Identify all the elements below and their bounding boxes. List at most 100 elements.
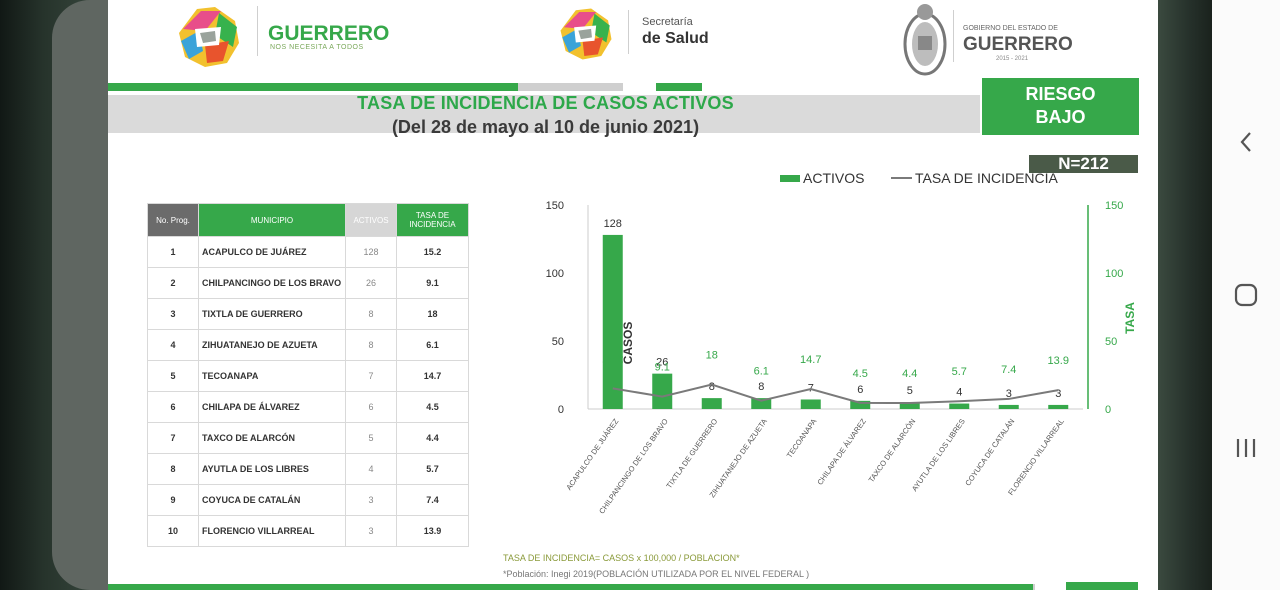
- bottom-green-block: [1066, 582, 1138, 590]
- y2-tick-label: 100: [1105, 268, 1123, 280]
- cell-no: 7: [147, 422, 199, 454]
- cell-no: 8: [147, 453, 199, 485]
- bar-value-label: 128: [604, 218, 622, 230]
- cell-municipio: TIXTLA DE GUERRERO: [198, 298, 346, 330]
- tasa-value-label: 18: [706, 350, 718, 362]
- tasa-value-label: 7.4: [1001, 364, 1016, 376]
- cell-activos: 8: [345, 298, 397, 330]
- logo-divider: [257, 6, 258, 56]
- risk-line1: RIESGO: [1025, 84, 1096, 104]
- cell-activos: 26: [345, 267, 397, 299]
- cell-tasa: 15.2: [396, 236, 469, 268]
- cell-municipio: CHILAPA DE ÁLVAREZ: [198, 391, 346, 423]
- table-row: 1 ACAPULCO DE JUÁREZ 128 15.2: [147, 236, 469, 268]
- y-axis-title: CASOS: [621, 322, 635, 365]
- bottom-grey-stripe: [1033, 584, 1035, 590]
- back-button[interactable]: [1226, 122, 1266, 162]
- cell-municipio: FLORENCIO VILLARREAL: [198, 515, 346, 547]
- cell-activos: 6: [345, 391, 397, 423]
- x-category-label: COYUCA DE CATALÁN: [963, 417, 1016, 487]
- cell-municipio: CHILPANCINGO DE LOS BRAVO: [198, 267, 346, 299]
- cell-no: 4: [147, 329, 199, 361]
- bar-activos: [949, 403, 970, 409]
- bar-value-label: 4: [956, 387, 962, 399]
- phone-bezel-right: [1158, 0, 1212, 590]
- tasa-value-label: 13.9: [1048, 355, 1069, 367]
- y-tick-label: 0: [558, 404, 564, 416]
- tasa-value-label: 4.4: [902, 368, 917, 380]
- tasa-value-label: 15.2: [602, 353, 623, 365]
- cell-activos: 8: [345, 329, 397, 361]
- cell-tasa: 7.4: [396, 484, 469, 516]
- bar-value-label: 8: [758, 381, 764, 393]
- chevron-left-icon: [1240, 132, 1251, 152]
- grey-stripe: [518, 83, 623, 91]
- table-row: 5 TECOANAPA 7 14.7: [147, 360, 469, 392]
- x-category-label: CHILAPA DE ÁLVAREZ: [815, 417, 868, 487]
- home-button[interactable]: [1226, 275, 1266, 315]
- recents-button[interactable]: [1226, 428, 1266, 468]
- y2-tick-label: 150: [1105, 200, 1123, 212]
- cell-municipio: TECOANAPA: [198, 360, 346, 392]
- tasa-value-label: 4.5: [853, 368, 868, 380]
- tasa-line: [612, 383, 1059, 405]
- cell-tasa: 4.4: [396, 422, 469, 454]
- population-note: *Población: Inegi 2019(POBLACIÓN UTILIZA…: [503, 569, 810, 579]
- y2-axis-title: TASA: [1123, 302, 1137, 334]
- header-municipio: MUNICIPIO: [198, 203, 346, 237]
- bar-activos: [899, 402, 920, 409]
- state-logo-line1: GOBIERNO DEL ESTADO DE: [963, 25, 1058, 32]
- legend-activos-label: ACTIVOS: [803, 170, 864, 186]
- cell-municipio: ZIHUATANEJO DE AZUETA: [198, 329, 346, 361]
- cell-tasa: 14.7: [396, 360, 469, 392]
- bar-activos: [998, 404, 1019, 409]
- header-activos: ACTIVOS: [345, 203, 397, 237]
- android-nav-bar: [1212, 0, 1280, 590]
- cell-no: 10: [147, 515, 199, 547]
- cell-no: 5: [147, 360, 199, 392]
- page-subtitle: (Del 28 de mayo al 10 de junio 2021): [391, 117, 700, 137]
- bar-value-label: 3: [1006, 388, 1012, 400]
- cell-no: 9: [147, 484, 199, 516]
- table-row: 7 TAXCO DE ALARCÓN 5 4.4: [147, 422, 469, 454]
- cell-tasa: 9.1: [396, 267, 469, 299]
- cell-tasa: 4.5: [396, 391, 469, 423]
- cell-no: 6: [147, 391, 199, 423]
- bar-value-label: 3: [1055, 388, 1061, 400]
- table-row: 9 COYUCA DE CATALÁN 3 7.4: [147, 484, 469, 516]
- cell-activos: 4: [345, 453, 397, 485]
- tasa-value-label: 9.1: [655, 362, 670, 374]
- risk-line2: BAJO: [1035, 107, 1086, 127]
- bar-activos: [751, 398, 772, 409]
- home-icon: [1234, 283, 1258, 307]
- logo-divider-3: [953, 10, 954, 62]
- table-row: 8 AYUTLA DE LOS LIBRES 4 5.7: [147, 453, 469, 485]
- cell-tasa: 18: [396, 298, 469, 330]
- header-no-prog: No. Prog.: [147, 203, 199, 237]
- green-stripe: [108, 83, 518, 91]
- tasa-value-label: 6.1: [754, 366, 769, 378]
- salud-logo-line2: de Salud: [642, 30, 709, 47]
- table-row: 10 FLORENCIO VILLARREAL 3 13.9: [147, 515, 469, 547]
- x-category-label: AYUTLA DE LOS LIBRES: [910, 417, 967, 493]
- bar-activos: [850, 400, 871, 409]
- x-category-label: TIXTLA DE GUERRERO: [664, 417, 719, 490]
- state-logo-line3: 2015 - 2021: [996, 56, 1029, 62]
- cell-activos: 5: [345, 422, 397, 454]
- bar-value-label: 26: [656, 357, 668, 369]
- cell-no: 2: [147, 267, 199, 299]
- table-row: 4 ZIHUATANEJO DE AZUETA 8 6.1: [147, 329, 469, 361]
- legend-tasa-label: TASA DE INCIDENCIA: [915, 170, 1059, 186]
- legend-activos-swatch: [780, 175, 800, 182]
- state-logo-line2: GUERRERO: [963, 34, 1073, 55]
- cases-table: No. Prog. MUNICIPIO ACTIVOS TASA DE INCI…: [147, 203, 469, 547]
- y-tick-label: 100: [546, 268, 564, 280]
- cell-tasa: 13.9: [396, 515, 469, 547]
- cell-activos: 3: [345, 484, 397, 516]
- bar-value-label: 5: [907, 385, 913, 397]
- cell-tasa: 6.1: [396, 329, 469, 361]
- bar-value-label: 6: [857, 384, 863, 396]
- tasa-value-label: 5.7: [952, 366, 967, 378]
- x-category-label: FLORENCIO VILLARREAL: [1006, 417, 1066, 497]
- x-category-label: TAXCO DE ALARCÓN: [867, 417, 918, 484]
